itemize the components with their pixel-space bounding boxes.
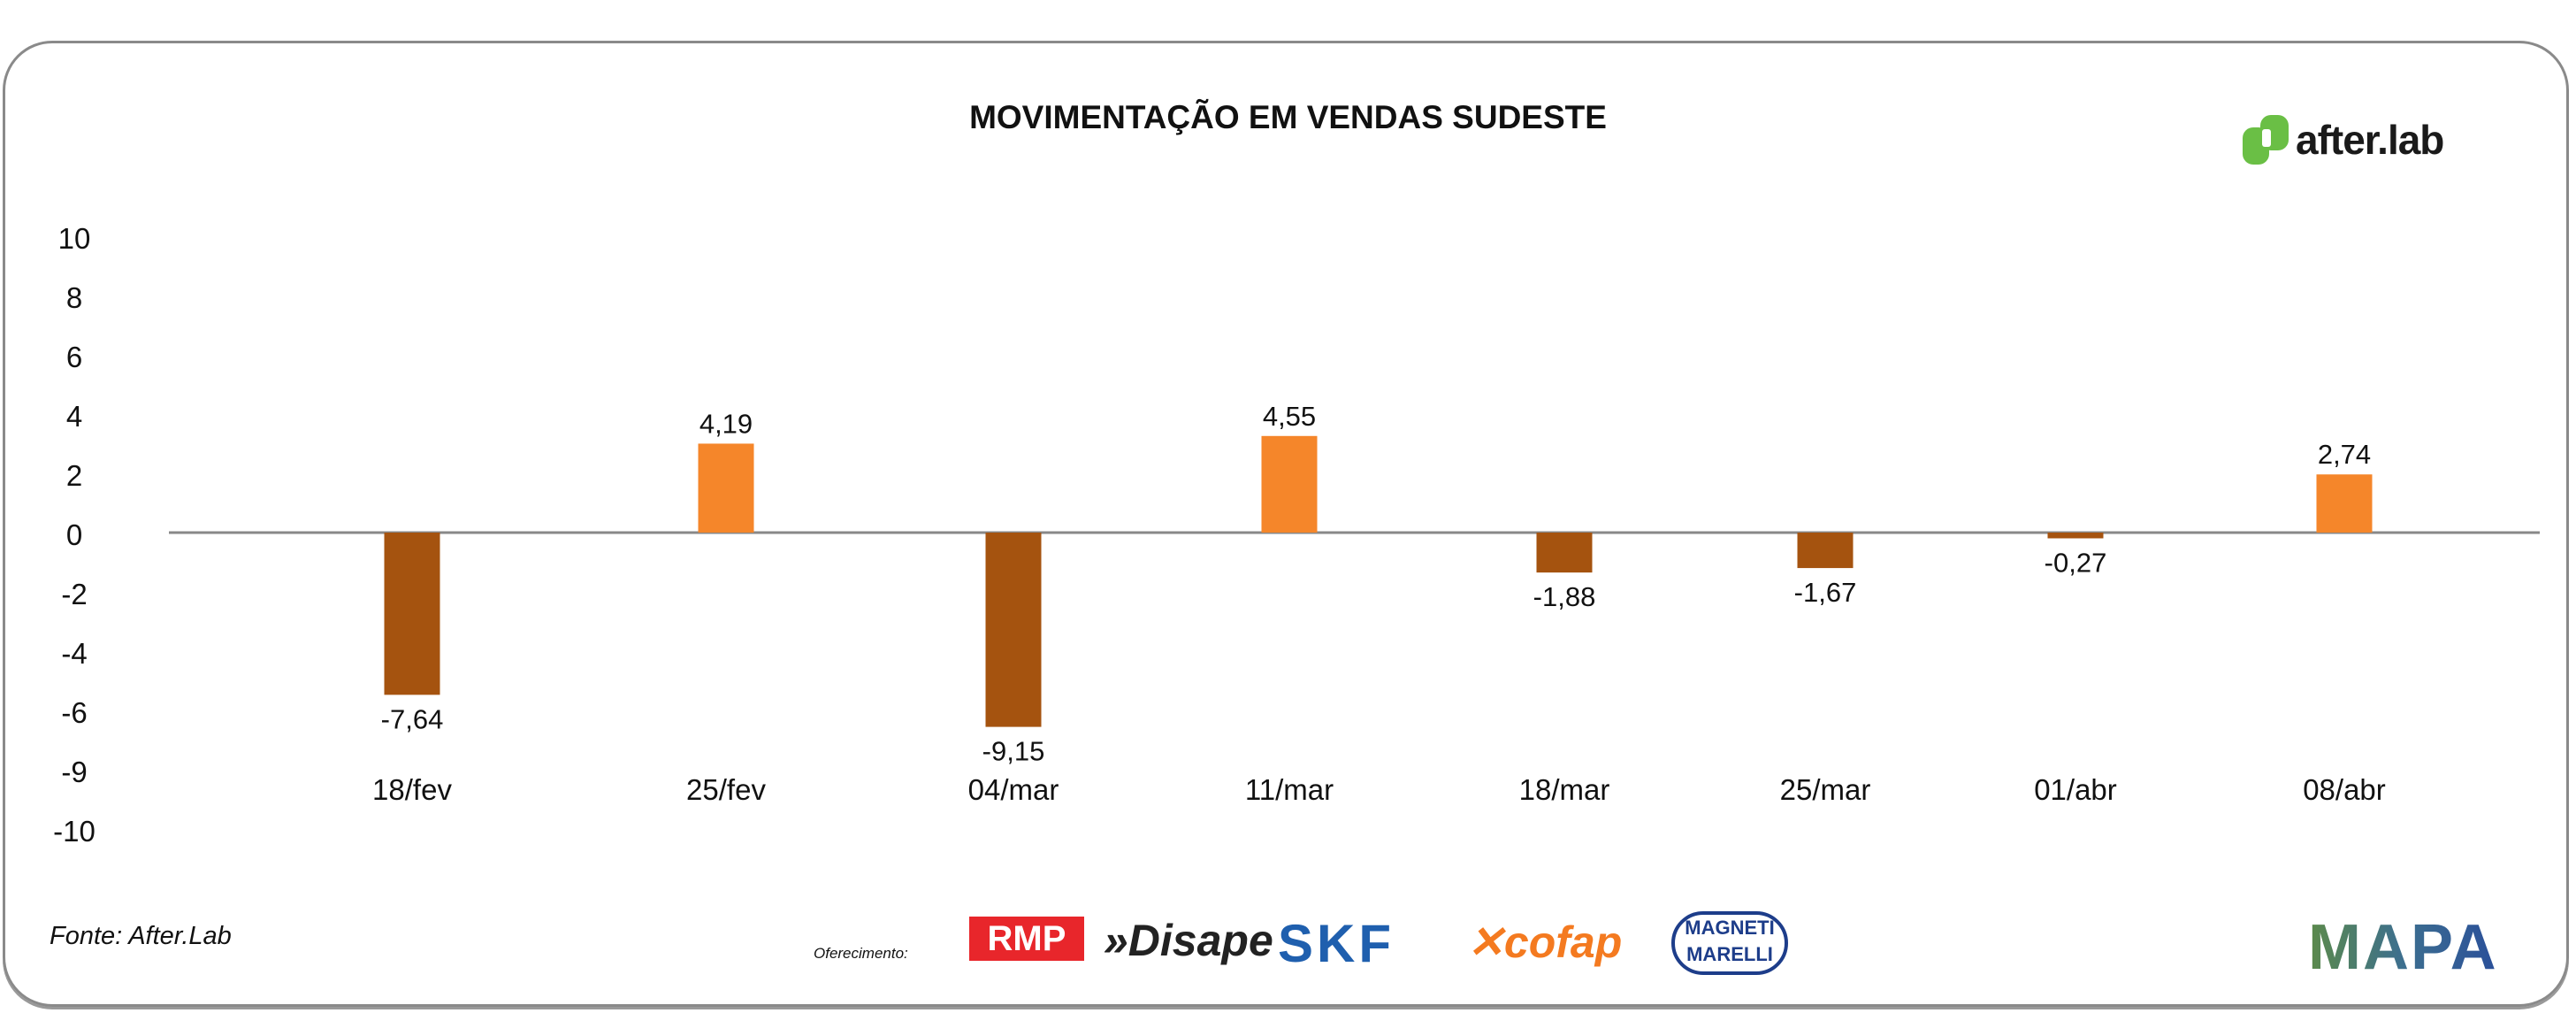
data-label: -9,15: [982, 736, 1045, 767]
skf-logo: SKF: [1278, 914, 1395, 973]
data-label: 2,74: [2318, 439, 2371, 470]
y-tick-label: 0: [66, 518, 82, 551]
rmp-logo: RMP: [969, 917, 1084, 961]
data-label: -1,67: [1794, 577, 1857, 608]
x-category-label: 18/fev: [372, 773, 452, 806]
y-tick-label: -9: [61, 756, 87, 788]
after-lab-logo-text: after.lab: [2296, 117, 2444, 163]
y-tick-label: 4: [66, 400, 82, 433]
y-tick-label: -4: [61, 637, 87, 670]
source-note: Fonte: After.Lab: [50, 922, 232, 950]
bar: [985, 533, 1042, 727]
x-category-label: 25/fev: [686, 773, 766, 806]
x-category-label: 18/mar: [1519, 773, 1610, 806]
data-label: -0,27: [2045, 547, 2107, 578]
x-category-label: 04/mar: [968, 773, 1059, 806]
mapa-logo: MAPA: [2308, 912, 2498, 983]
cofap-logo: ✕cofap: [1467, 917, 1623, 967]
y-tick-label: 8: [66, 281, 82, 314]
y-tick-label: 6: [66, 341, 82, 373]
y-tick-label: 2: [66, 459, 82, 492]
bar: [1797, 533, 1854, 569]
bar: [2047, 533, 2104, 539]
bar: [698, 443, 754, 533]
data-label: -7,64: [381, 703, 444, 734]
x-category-label: 08/abr: [2303, 773, 2386, 806]
chart-title: MOVIMENTAÇÃO EM VENDAS SUDESTE: [969, 99, 1607, 135]
magneti-marelli-logo: MAGNETI MARELLI: [1671, 911, 1788, 975]
x-category-label: 11/mar: [1245, 773, 1334, 806]
x-category-label: 25/mar: [1780, 773, 1871, 806]
data-label: -1,88: [1533, 581, 1596, 612]
after-lab-logo-icon: [2243, 115, 2289, 165]
sponsors-label: Oferecimento:: [814, 945, 908, 962]
data-label: 4,19: [699, 408, 753, 439]
chart-frame: [3, 41, 2569, 1007]
y-tick-label: -2: [61, 578, 87, 610]
y-tick-label: 10: [58, 222, 91, 255]
bar: [1536, 533, 1593, 573]
y-tick-label: -6: [61, 696, 87, 729]
disape-logo: »Disape: [1104, 916, 1273, 965]
x-category-label: 01/abr: [2034, 773, 2117, 806]
bar: [1261, 435, 1318, 533]
after-lab-logo: after.lab: [2243, 113, 2444, 166]
bar: [2316, 474, 2373, 533]
bar: [384, 533, 440, 695]
y-tick-label: -10: [53, 815, 96, 848]
data-label: 4,55: [1263, 401, 1316, 432]
